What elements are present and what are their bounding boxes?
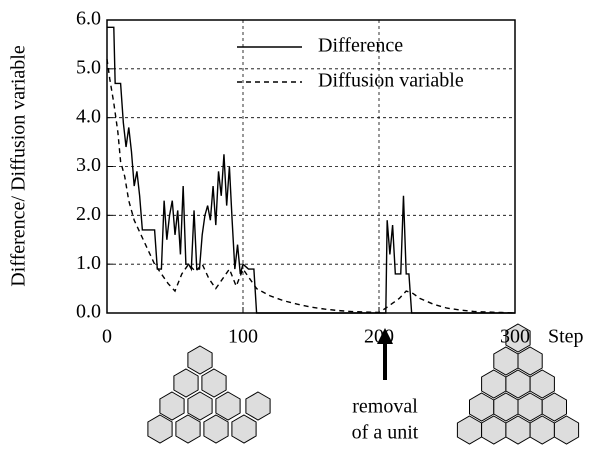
hexagon — [505, 369, 531, 399]
y-tick-label: 4.0 — [76, 105, 101, 127]
hexagon — [456, 415, 483, 445]
hexagon — [481, 415, 507, 445]
hexagon — [517, 346, 543, 376]
hexagon — [529, 415, 555, 445]
hexagon — [481, 369, 507, 399]
hexagon — [187, 345, 213, 375]
y-tick-label: 1.0 — [76, 252, 101, 274]
y-tick-label: 5.0 — [76, 56, 101, 78]
hexagon — [541, 392, 567, 422]
hexagon — [529, 369, 555, 399]
hexagon — [517, 392, 543, 422]
hexagon — [173, 368, 199, 398]
hexagon — [175, 414, 201, 444]
arrow-head — [377, 328, 393, 344]
y-tick-label: 3.0 — [76, 154, 101, 176]
hexagon — [553, 415, 580, 445]
hexagon — [231, 414, 257, 444]
x-tick-label: 100 — [228, 326, 258, 348]
hexagon — [203, 414, 229, 444]
hexagon — [505, 415, 531, 445]
series-line — [107, 26, 515, 314]
y-axis-label: Difference/ Diffusion variable — [8, 45, 30, 287]
hexagon — [187, 391, 213, 421]
legend-label: Diffusion variable — [318, 70, 464, 92]
annotation: removal — [352, 396, 418, 418]
x-axis-label: Step — [548, 326, 584, 348]
hexagon — [469, 392, 495, 422]
hexagon-clusters — [147, 323, 580, 445]
hexagon — [159, 391, 185, 421]
legend-label: Difference — [318, 35, 403, 57]
hexagon — [215, 391, 241, 421]
hexagon — [493, 392, 519, 422]
x-tick-label: 300 — [500, 326, 530, 348]
hexagon — [505, 323, 531, 353]
x-tick-label: 200 — [364, 326, 394, 348]
hexagon — [245, 391, 271, 421]
hexagon — [147, 414, 173, 444]
y-tick-label: 0.0 — [76, 301, 101, 323]
y-tick-label: 6.0 — [76, 8, 101, 30]
x-tick-label: 0 — [102, 326, 112, 348]
series-line — [106, 58, 516, 314]
annotation: of a unit — [352, 422, 419, 444]
y-tick-label: 2.0 — [76, 203, 101, 225]
hexagon — [493, 346, 519, 376]
hexagon — [201, 368, 227, 398]
